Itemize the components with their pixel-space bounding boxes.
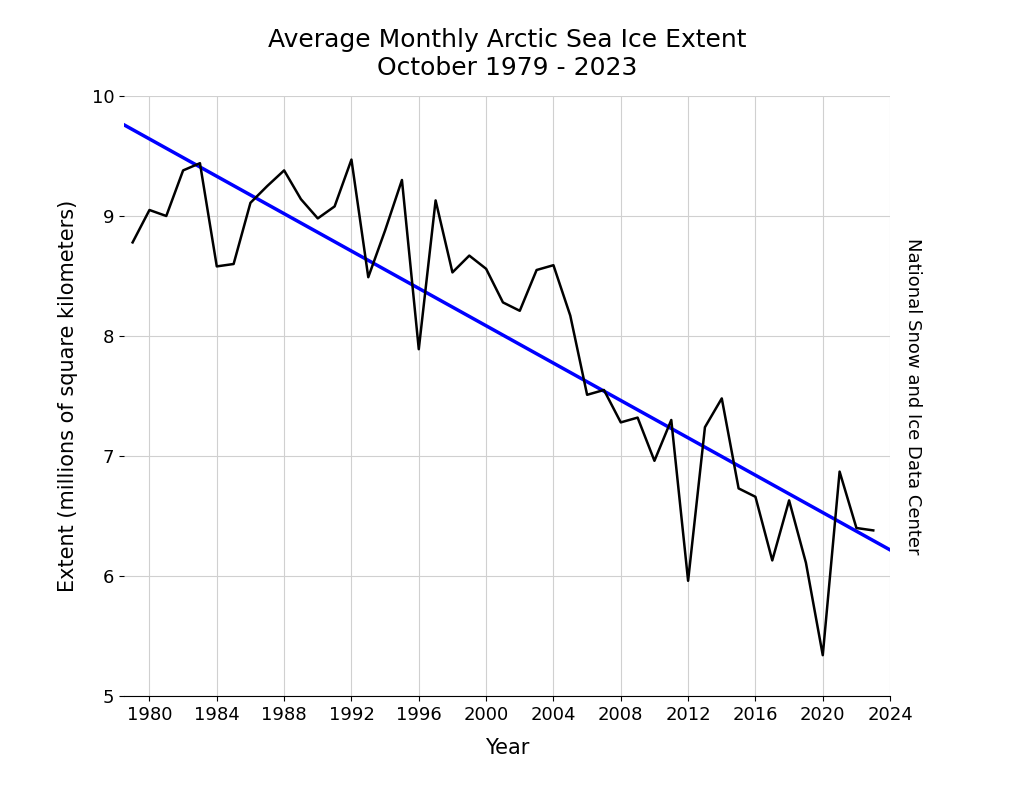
X-axis label: Year: Year xyxy=(485,738,529,758)
Title: Average Monthly Arctic Sea Ice Extent
October 1979 - 2023: Average Monthly Arctic Sea Ice Extent Oc… xyxy=(268,28,746,80)
Y-axis label: Extent (millions of square kilometers): Extent (millions of square kilometers) xyxy=(58,200,78,592)
Y-axis label: National Snow and Ice Data Center: National Snow and Ice Data Center xyxy=(904,238,922,554)
